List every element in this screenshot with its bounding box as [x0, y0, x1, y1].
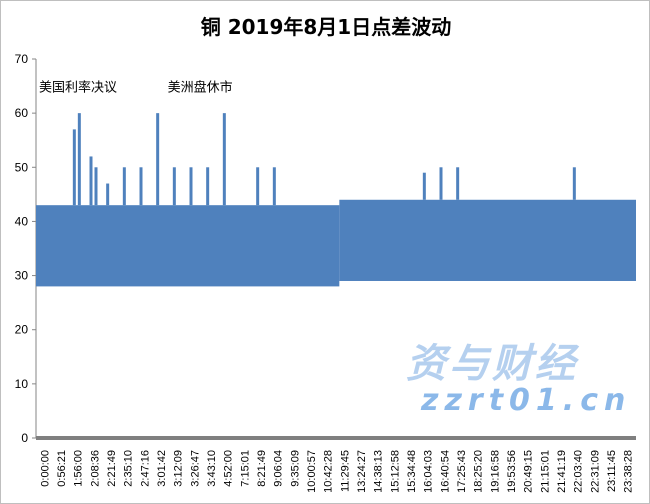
spike-mark [422, 172, 426, 200]
spike-mark [456, 167, 460, 200]
y-tick-label: 0 [21, 431, 28, 445]
x-tick-label: 13:24:27 [356, 450, 368, 493]
spike-mark [439, 167, 443, 200]
x-tick-label: 3:26:47 [189, 450, 201, 487]
y-tick-label: 40 [15, 214, 29, 228]
x-tick-label: 9:35:09 [289, 450, 301, 487]
spike-mark [256, 167, 260, 206]
x-tick-label: 22:31:09 [589, 450, 601, 493]
spike-mark [272, 167, 276, 206]
x-tick-label: 16:40:54 [439, 450, 451, 493]
x-tick-label: 18:25:20 [473, 450, 485, 493]
y-tick-label: 50 [15, 160, 29, 174]
x-tick-label: 0:56:21 [56, 450, 68, 487]
x-tick-label: 3:12:09 [173, 450, 185, 487]
x-axis-line [36, 436, 636, 440]
x-tick-label: 10:42:28 [323, 450, 335, 493]
x-tick-label: 14:38:13 [373, 450, 385, 493]
x-tick-label: 1:56:00 [73, 450, 85, 487]
x-tick-label: 8:21:49 [256, 450, 268, 487]
x-tick-label: 2:21:49 [106, 450, 118, 487]
x-tick-label: 7:15:01 [239, 450, 251, 487]
spike-mark [106, 183, 110, 206]
band-segment [339, 199, 636, 281]
x-tick-label: 3:01:42 [156, 450, 168, 487]
y-tick-label: 60 [15, 106, 29, 120]
spike-mark [139, 167, 143, 206]
x-tick-label: 2:47:16 [139, 450, 151, 487]
spike-mark [172, 167, 176, 206]
y-tick-label: 70 [15, 52, 29, 66]
x-tick-label: 21:41:19 [556, 450, 568, 493]
spike-mark [77, 113, 81, 206]
spike-mark [572, 167, 576, 200]
watermark-logo: 资与财经 [406, 341, 578, 387]
x-tick-label: 2:35:10 [123, 450, 135, 487]
spike-mark [156, 113, 160, 206]
x-tick-label: 23:11:45 [606, 450, 618, 492]
x-tick-label: 2:08:36 [89, 450, 101, 487]
x-tick-label: 15:12:58 [389, 450, 401, 493]
y-tick-label: 30 [15, 269, 29, 283]
spike-mark [89, 156, 93, 206]
spike-mark [222, 113, 226, 206]
spike-mark [189, 167, 193, 206]
x-tick-label: 15:34:48 [406, 450, 418, 493]
spike-mark [122, 167, 126, 206]
x-tick-label: 11:29:45 [339, 450, 351, 492]
x-tick-label: 22:03:40 [573, 450, 585, 493]
annotation-label: 美洲盘休市 [168, 79, 233, 95]
spike-mark [72, 129, 76, 206]
x-tick-label: 23:38:28 [623, 450, 635, 493]
band-segment [36, 205, 340, 287]
spike-mark [206, 167, 210, 206]
x-tick-label: 3:43:10 [206, 450, 218, 487]
y-tick-label: 10 [15, 377, 29, 391]
spike-mark [94, 167, 98, 206]
x-tick-label: 9:06:04 [273, 450, 285, 487]
watermark-site: zzrt01.cn [421, 383, 632, 418]
x-tick-label: 21:15:01 [539, 450, 551, 493]
x-tick-label: 16:04:03 [423, 450, 435, 493]
x-tick-label: 10:00:57 [306, 450, 318, 493]
chart-title: 铜 2019年8月1日点差波动 [200, 15, 452, 39]
x-tick-label: 17:25:43 [456, 450, 468, 493]
y-tick-label: 20 [15, 323, 29, 337]
x-tick-label: 20:49:15 [523, 450, 535, 493]
x-tick-label: 19:53:56 [506, 450, 518, 493]
x-tick-label: 0:00:00 [39, 450, 51, 487]
x-tick-label: 19:16:58 [489, 450, 501, 493]
annotation-label: 美国利率决议 [39, 79, 117, 95]
x-tick-label: 4:52:00 [223, 450, 235, 487]
